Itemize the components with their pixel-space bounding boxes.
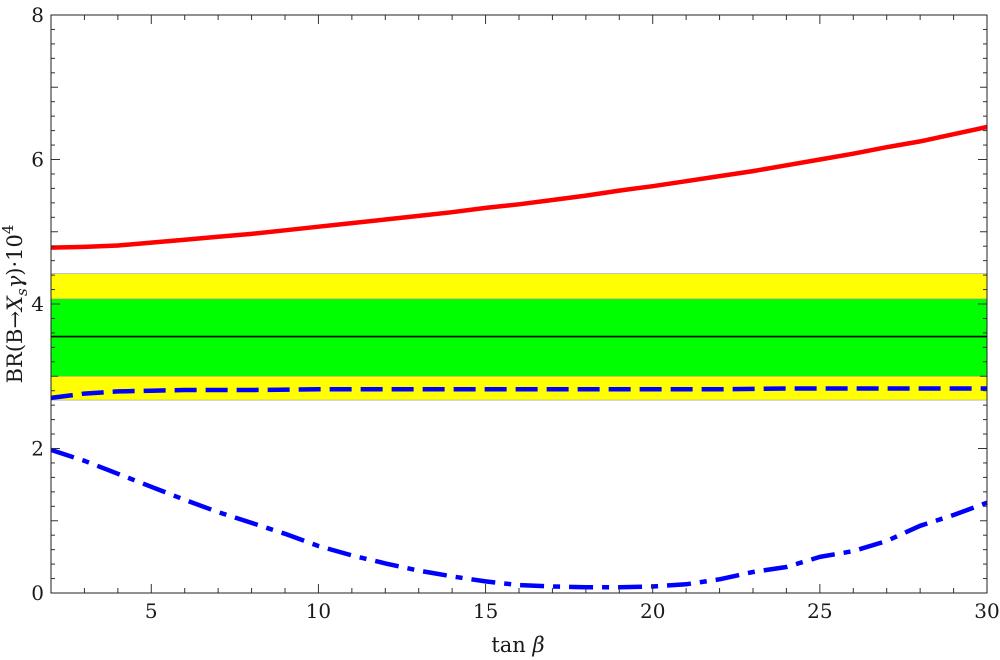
x-tick-label: 20 xyxy=(640,599,665,623)
x-tick-label: 25 xyxy=(807,599,832,623)
series-line-0 xyxy=(50,124,988,250)
y-tick-labels: 0 2 4 6 8 xyxy=(31,3,44,605)
x-tick-label: 15 xyxy=(473,599,498,623)
band-1 xyxy=(50,298,988,377)
x-tick-label: 5 xyxy=(145,599,158,623)
y-tick-label: 6 xyxy=(31,148,44,172)
series-line-2 xyxy=(50,447,988,590)
x-axis-label: tan β xyxy=(491,633,544,657)
plot-frame xyxy=(50,14,988,594)
x-tick-labels: 5 10 15 20 25 30 xyxy=(145,599,1000,623)
y-tick-label: 0 xyxy=(31,581,44,605)
series-group xyxy=(50,124,988,590)
y-tick-label: 4 xyxy=(31,292,44,316)
x-tick-label: 10 xyxy=(306,599,331,623)
y-axis-label: BR(B→Xsγ)·104 xyxy=(0,225,31,384)
x-tick-label: 30 xyxy=(974,599,999,623)
y-tick-label: 2 xyxy=(31,437,44,461)
series-line-1 xyxy=(50,386,987,401)
y-tick-label: 8 xyxy=(31,3,44,27)
